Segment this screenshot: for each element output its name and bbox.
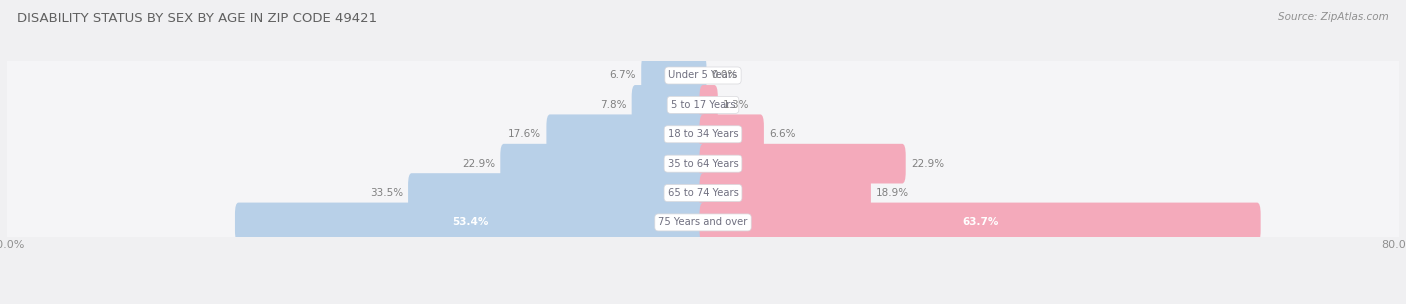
Text: Source: ZipAtlas.com: Source: ZipAtlas.com <box>1278 12 1389 22</box>
FancyBboxPatch shape <box>700 144 905 184</box>
Text: 5 to 17 Years: 5 to 17 Years <box>671 100 735 110</box>
FancyBboxPatch shape <box>235 202 706 242</box>
FancyBboxPatch shape <box>3 126 1403 201</box>
FancyBboxPatch shape <box>3 67 1403 142</box>
Text: 18.9%: 18.9% <box>876 188 910 198</box>
Text: 22.9%: 22.9% <box>911 159 943 169</box>
FancyBboxPatch shape <box>3 156 1403 230</box>
FancyBboxPatch shape <box>3 38 1403 113</box>
FancyBboxPatch shape <box>3 127 1403 201</box>
FancyBboxPatch shape <box>3 156 1403 230</box>
FancyBboxPatch shape <box>3 97 1403 171</box>
Text: 22.9%: 22.9% <box>463 159 495 169</box>
FancyBboxPatch shape <box>408 173 706 213</box>
Text: DISABILITY STATUS BY SEX BY AGE IN ZIP CODE 49421: DISABILITY STATUS BY SEX BY AGE IN ZIP C… <box>17 12 377 25</box>
FancyBboxPatch shape <box>700 173 870 213</box>
FancyBboxPatch shape <box>3 185 1403 260</box>
Text: 17.6%: 17.6% <box>508 129 541 139</box>
FancyBboxPatch shape <box>3 97 1403 171</box>
Text: Under 5 Years: Under 5 Years <box>668 71 738 81</box>
Text: 18 to 34 Years: 18 to 34 Years <box>668 129 738 139</box>
Text: 1.3%: 1.3% <box>723 100 749 110</box>
Text: 75 Years and over: 75 Years and over <box>658 217 748 227</box>
Text: 63.7%: 63.7% <box>962 217 998 227</box>
FancyBboxPatch shape <box>700 85 718 125</box>
Text: 6.7%: 6.7% <box>610 71 636 81</box>
Text: 33.5%: 33.5% <box>370 188 404 198</box>
FancyBboxPatch shape <box>700 114 763 154</box>
FancyBboxPatch shape <box>3 185 1403 259</box>
FancyBboxPatch shape <box>3 39 1403 112</box>
Legend: Male, Female: Male, Female <box>643 300 763 304</box>
FancyBboxPatch shape <box>3 68 1403 142</box>
FancyBboxPatch shape <box>501 144 706 184</box>
Text: 65 to 74 Years: 65 to 74 Years <box>668 188 738 198</box>
FancyBboxPatch shape <box>547 114 706 154</box>
Text: 7.8%: 7.8% <box>600 100 627 110</box>
Text: 0.0%: 0.0% <box>711 71 738 81</box>
FancyBboxPatch shape <box>641 56 706 95</box>
Text: 35 to 64 Years: 35 to 64 Years <box>668 159 738 169</box>
Text: 53.4%: 53.4% <box>453 217 489 227</box>
FancyBboxPatch shape <box>631 85 706 125</box>
FancyBboxPatch shape <box>700 202 1261 242</box>
Text: 6.6%: 6.6% <box>769 129 796 139</box>
